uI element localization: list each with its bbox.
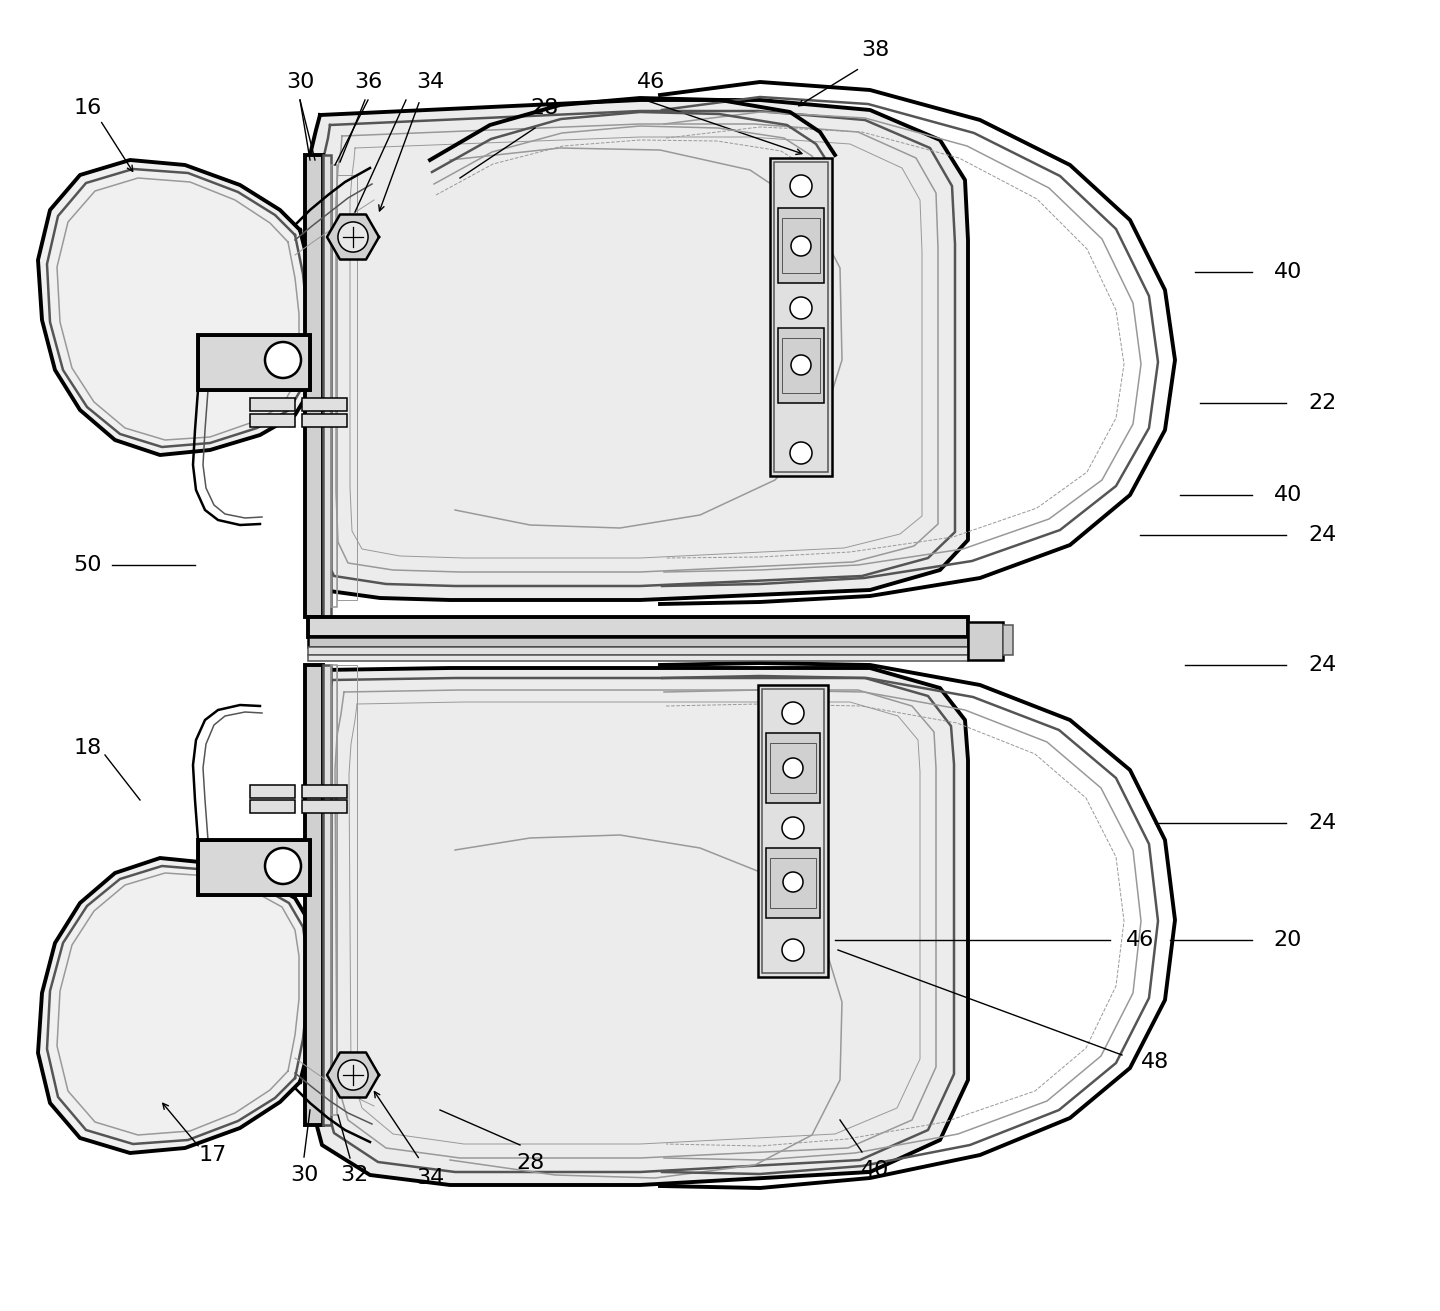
Bar xyxy=(766,848,819,918)
Text: 16: 16 xyxy=(73,98,102,118)
Bar xyxy=(251,785,295,798)
Text: 17: 17 xyxy=(199,1145,228,1165)
Text: 30: 30 xyxy=(285,72,314,92)
Text: 40: 40 xyxy=(861,1160,888,1180)
Bar xyxy=(770,743,816,793)
Text: 18: 18 xyxy=(73,738,102,758)
Bar xyxy=(778,208,824,283)
Bar xyxy=(337,665,357,1095)
Text: 36: 36 xyxy=(354,72,382,92)
Bar xyxy=(305,665,323,1125)
Bar xyxy=(251,414,295,427)
Bar xyxy=(199,840,310,895)
Text: 28: 28 xyxy=(516,1152,544,1173)
Circle shape xyxy=(783,758,804,777)
Circle shape xyxy=(782,701,804,724)
Bar xyxy=(775,163,828,472)
Bar xyxy=(308,648,968,656)
Text: 24: 24 xyxy=(1309,656,1338,675)
Circle shape xyxy=(791,355,811,375)
Bar xyxy=(757,686,828,977)
Bar xyxy=(323,155,331,617)
Text: 50: 50 xyxy=(73,555,102,576)
Polygon shape xyxy=(308,669,968,1185)
Bar xyxy=(782,338,819,393)
Bar xyxy=(308,637,968,648)
Polygon shape xyxy=(37,857,315,1152)
Circle shape xyxy=(265,848,301,884)
Circle shape xyxy=(782,939,804,961)
Circle shape xyxy=(782,817,804,839)
Polygon shape xyxy=(308,100,968,600)
Bar xyxy=(251,800,295,813)
Bar xyxy=(302,800,347,813)
Text: 22: 22 xyxy=(1309,393,1338,413)
Circle shape xyxy=(783,872,804,891)
Circle shape xyxy=(338,1059,369,1089)
Text: 46: 46 xyxy=(636,72,665,92)
Bar xyxy=(323,665,331,1125)
Text: 20: 20 xyxy=(1274,929,1302,950)
Bar xyxy=(302,399,347,412)
Text: 32: 32 xyxy=(340,1165,369,1185)
Polygon shape xyxy=(327,215,379,260)
Text: 46: 46 xyxy=(1126,929,1153,950)
Text: 48: 48 xyxy=(1140,1051,1169,1072)
Bar xyxy=(199,336,310,389)
Bar xyxy=(337,174,357,600)
Circle shape xyxy=(265,342,301,378)
Bar xyxy=(302,414,347,427)
Bar xyxy=(199,336,310,389)
Bar xyxy=(331,665,337,1114)
Circle shape xyxy=(791,442,812,464)
Bar xyxy=(199,840,310,895)
Circle shape xyxy=(791,298,812,319)
Circle shape xyxy=(791,236,811,256)
Text: 40: 40 xyxy=(1274,262,1302,282)
Text: 34: 34 xyxy=(416,1168,444,1188)
Bar xyxy=(770,159,832,476)
Text: 38: 38 xyxy=(861,41,888,60)
Circle shape xyxy=(338,222,369,252)
Text: 30: 30 xyxy=(289,1165,318,1185)
Bar xyxy=(308,656,968,661)
Bar xyxy=(968,621,1004,659)
Circle shape xyxy=(791,174,812,197)
Text: 24: 24 xyxy=(1309,524,1338,545)
Bar xyxy=(302,785,347,798)
Bar xyxy=(782,218,819,273)
Bar xyxy=(778,328,824,402)
Bar xyxy=(305,155,323,617)
Polygon shape xyxy=(37,160,315,455)
Text: 28: 28 xyxy=(530,98,559,118)
Text: 24: 24 xyxy=(1309,813,1338,832)
Bar xyxy=(770,857,816,909)
Text: 40: 40 xyxy=(1274,485,1302,505)
Polygon shape xyxy=(327,1053,379,1097)
Bar xyxy=(762,690,824,973)
Bar xyxy=(251,399,295,412)
Bar xyxy=(308,617,968,637)
Bar xyxy=(331,165,337,607)
Bar xyxy=(766,733,819,804)
Bar xyxy=(1004,625,1012,656)
Text: 34: 34 xyxy=(416,72,444,92)
